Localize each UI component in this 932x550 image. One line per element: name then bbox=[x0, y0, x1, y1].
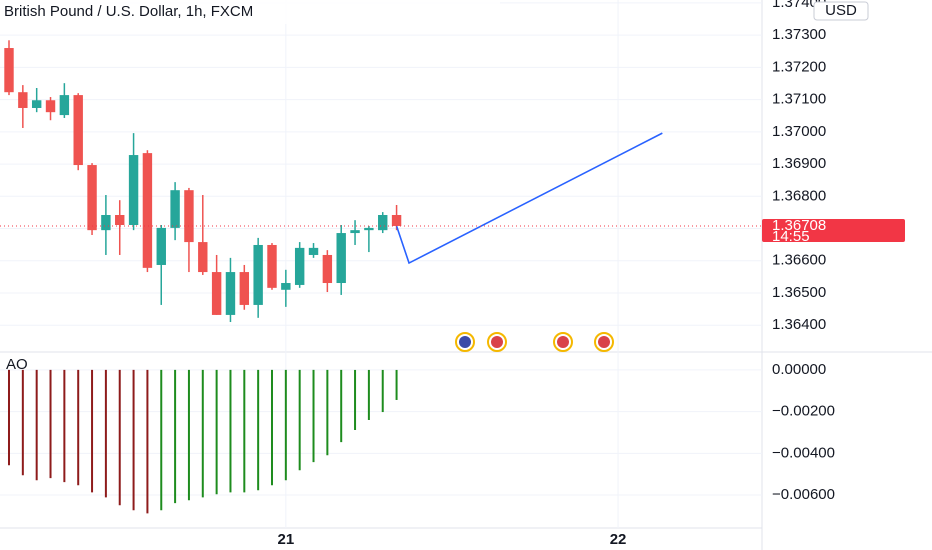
y-tick-label: 0.00000 bbox=[772, 361, 826, 378]
indicator-title: AO bbox=[6, 356, 28, 373]
candle-body bbox=[336, 233, 346, 284]
x-tick-label: 22 bbox=[610, 531, 627, 548]
candle-body bbox=[101, 215, 111, 231]
candle-body bbox=[253, 244, 263, 305]
currency-label[interactable]: USD bbox=[825, 2, 857, 19]
candle-body bbox=[239, 272, 250, 305]
y-tick-label: 1.36900 bbox=[772, 155, 826, 172]
candle-body bbox=[73, 95, 83, 166]
candle-body bbox=[184, 190, 194, 243]
y-tick-label: 1.37400 bbox=[772, 0, 826, 11]
flag-icon bbox=[459, 336, 471, 348]
candle-body bbox=[322, 254, 333, 284]
candle-body bbox=[87, 165, 97, 231]
last-price-box bbox=[762, 218, 905, 242]
candle-body bbox=[294, 247, 305, 285]
y-tick-label: −0.00600 bbox=[772, 486, 835, 503]
y-tick-label: 1.37300 bbox=[772, 26, 826, 43]
candle-body bbox=[364, 227, 374, 231]
candle-body bbox=[391, 215, 402, 226]
candle-body bbox=[170, 190, 180, 228]
candle-body bbox=[378, 215, 388, 231]
candle-body bbox=[267, 244, 277, 288]
candle-body bbox=[128, 155, 139, 225]
y-tick-label: 1.37200 bbox=[772, 58, 826, 75]
candle-body bbox=[308, 247, 319, 255]
candle-body bbox=[115, 215, 125, 225]
candle-body bbox=[45, 100, 56, 113]
y-tick-label: 1.36400 bbox=[772, 316, 826, 333]
candle-body bbox=[156, 227, 166, 265]
flag-icon bbox=[491, 336, 503, 348]
candle-body bbox=[4, 48, 14, 93]
candle-body bbox=[211, 272, 222, 315]
y-tick-label: 1.37000 bbox=[772, 123, 826, 140]
y-tick-label: −0.00200 bbox=[772, 403, 835, 420]
chart-title: British Pound / U.S. Dollar, 1h, FXCM bbox=[4, 3, 253, 20]
projection-line bbox=[395, 132, 663, 265]
flag-icon bbox=[557, 336, 569, 348]
candle-body bbox=[31, 100, 42, 108]
candle-body bbox=[18, 92, 28, 108]
candle-body bbox=[350, 230, 360, 234]
last-price-label: 1.36708 bbox=[772, 217, 826, 234]
candle-body bbox=[142, 153, 153, 268]
countdown-label: 14:55 bbox=[772, 228, 810, 245]
flag-icon bbox=[598, 336, 610, 348]
y-tick-label: 1.36800 bbox=[772, 187, 826, 204]
y-tick-label: 1.36600 bbox=[772, 252, 826, 269]
candle-body bbox=[59, 95, 70, 116]
candle-body bbox=[225, 272, 236, 315]
candle-body bbox=[198, 242, 208, 273]
x-tick-label: 21 bbox=[277, 531, 294, 548]
event-icons[interactable] bbox=[455, 332, 614, 352]
currency-box[interactable] bbox=[813, 1, 869, 21]
y-tick-label: 1.37100 bbox=[772, 91, 826, 108]
candle-body bbox=[281, 283, 291, 290]
y-tick-label: 1.36500 bbox=[772, 284, 826, 301]
y-tick-label: −0.00400 bbox=[772, 444, 835, 461]
title-bg bbox=[0, 0, 500, 24]
